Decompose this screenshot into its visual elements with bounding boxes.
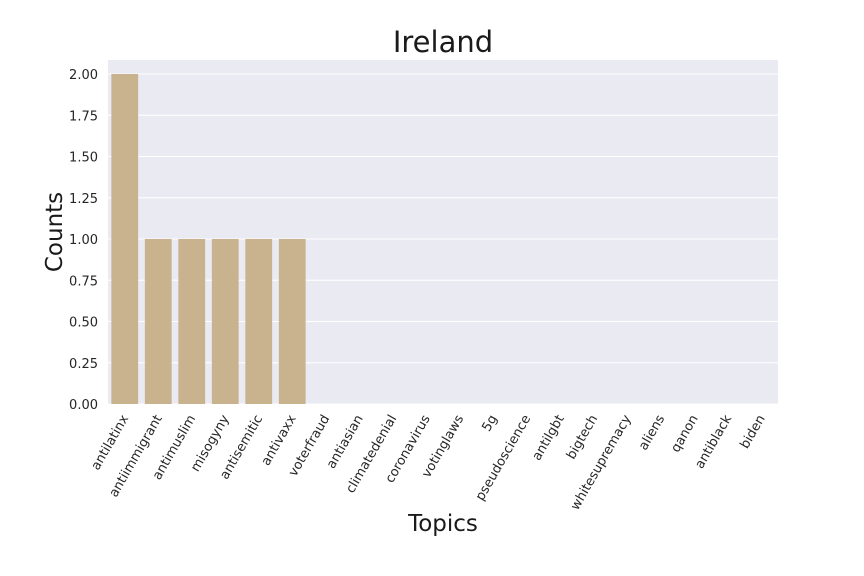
chart-title: Ireland (393, 25, 493, 59)
x-tick-label-5g: 5g (479, 413, 500, 435)
x-tick-label-qanon: qanon (668, 413, 701, 456)
bar-antivaxx (278, 239, 306, 404)
bar-antilatinx (111, 74, 139, 404)
y-tick-label: 0.50 (69, 316, 98, 331)
x-tick-label-aliens: aliens (636, 412, 668, 453)
y-tick-labels: 0.00 0.25 0.50 0.75 1.00 1.25 1.50 1.75 2.00 (69, 68, 98, 413)
x-tick-label-bigtech: bigtech (564, 413, 601, 463)
x-axis-label: Topics (407, 511, 478, 537)
y-tick-label: 1.50 (69, 151, 98, 166)
bar-antimuslim (178, 239, 206, 404)
y-tick-label: 1.75 (69, 109, 98, 124)
x-tick-labels: antilatinxantiimmigrantantimuslimmisogyn… (89, 412, 769, 513)
bars (111, 74, 306, 404)
y-tick-label: 0.00 (69, 398, 98, 413)
x-tick-label-biden: biden (738, 413, 769, 452)
y-axis-label: Counts (42, 192, 68, 272)
y-tick-label: 0.25 (69, 357, 98, 372)
bar-misogyny (211, 239, 239, 404)
y-tick-label: 0.75 (69, 274, 98, 289)
y-tick-label: 1.25 (69, 192, 98, 207)
x-tick-label-antilgbt: antilgbt (530, 413, 568, 464)
plot-area (108, 60, 778, 404)
y-tick-label: 2.00 (69, 68, 98, 83)
y-tick-label: 1.00 (69, 233, 98, 248)
bar-antiimmigrant (144, 239, 172, 404)
bar-antisemitic (245, 239, 273, 404)
x-tick-label-whitesupremacy: whitesupremacy (568, 412, 635, 513)
